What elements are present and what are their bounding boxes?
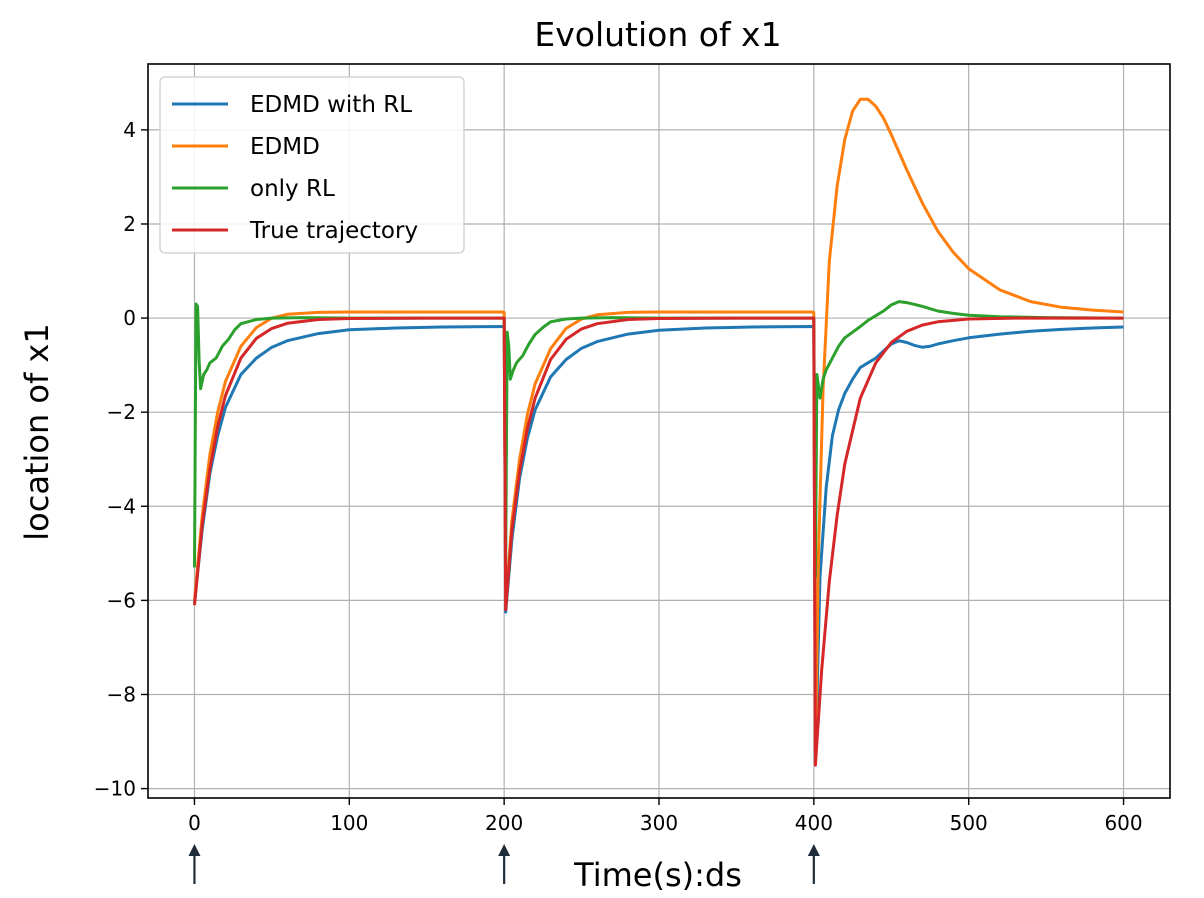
y-tick-label: −8 [107, 682, 136, 706]
y-tick-label: −4 [107, 494, 136, 518]
arrow-up-icon-head [498, 844, 511, 856]
legend: EDMD with RL EDMD only RL True trajectory [159, 76, 465, 254]
x-tick-label: 0 [188, 811, 201, 835]
legend-label-0: EDMD with RL [250, 92, 412, 118]
arrow-up-icon-head [807, 844, 820, 856]
y-axis-label: location of x1 [18, 323, 56, 540]
series-line-3 [193, 316, 1124, 767]
y-tick-label: 0 [123, 306, 136, 330]
y-tick-label: 4 [123, 118, 136, 142]
legend-label-1: EDMD [250, 134, 320, 160]
axis-ticks: 0 100 200 300 400 500 600 −10 −8 −6 −4 −2 0 2 4 [94, 118, 1143, 835]
y-tick-label: −2 [107, 400, 136, 424]
y-tick-label: 2 [123, 212, 136, 236]
y-tick-label: −6 [107, 588, 136, 612]
plot-area [193, 97, 1124, 767]
chart-title: Evolution of x1 [534, 15, 781, 54]
x-tick-label: 300 [640, 811, 678, 835]
arrow-up-icon-head [188, 844, 201, 856]
legend-box [159, 76, 465, 254]
y-tick-label: −10 [94, 777, 136, 801]
x-tick-label: 100 [330, 811, 368, 835]
series-line-1 [193, 97, 1124, 758]
series-line-2 [193, 300, 1124, 579]
x-tick-label: 200 [485, 811, 523, 835]
x-axis-label: Time(s):ds [573, 856, 742, 894]
legend-label-2: only RL [250, 176, 335, 202]
x-tick-label: 500 [950, 811, 988, 835]
x-tick-label: 600 [1104, 811, 1142, 835]
time-markers [188, 844, 820, 884]
x-tick-label: 400 [795, 811, 833, 835]
legend-label-3: True trajectory [249, 218, 418, 244]
series-line-0 [193, 325, 1124, 765]
